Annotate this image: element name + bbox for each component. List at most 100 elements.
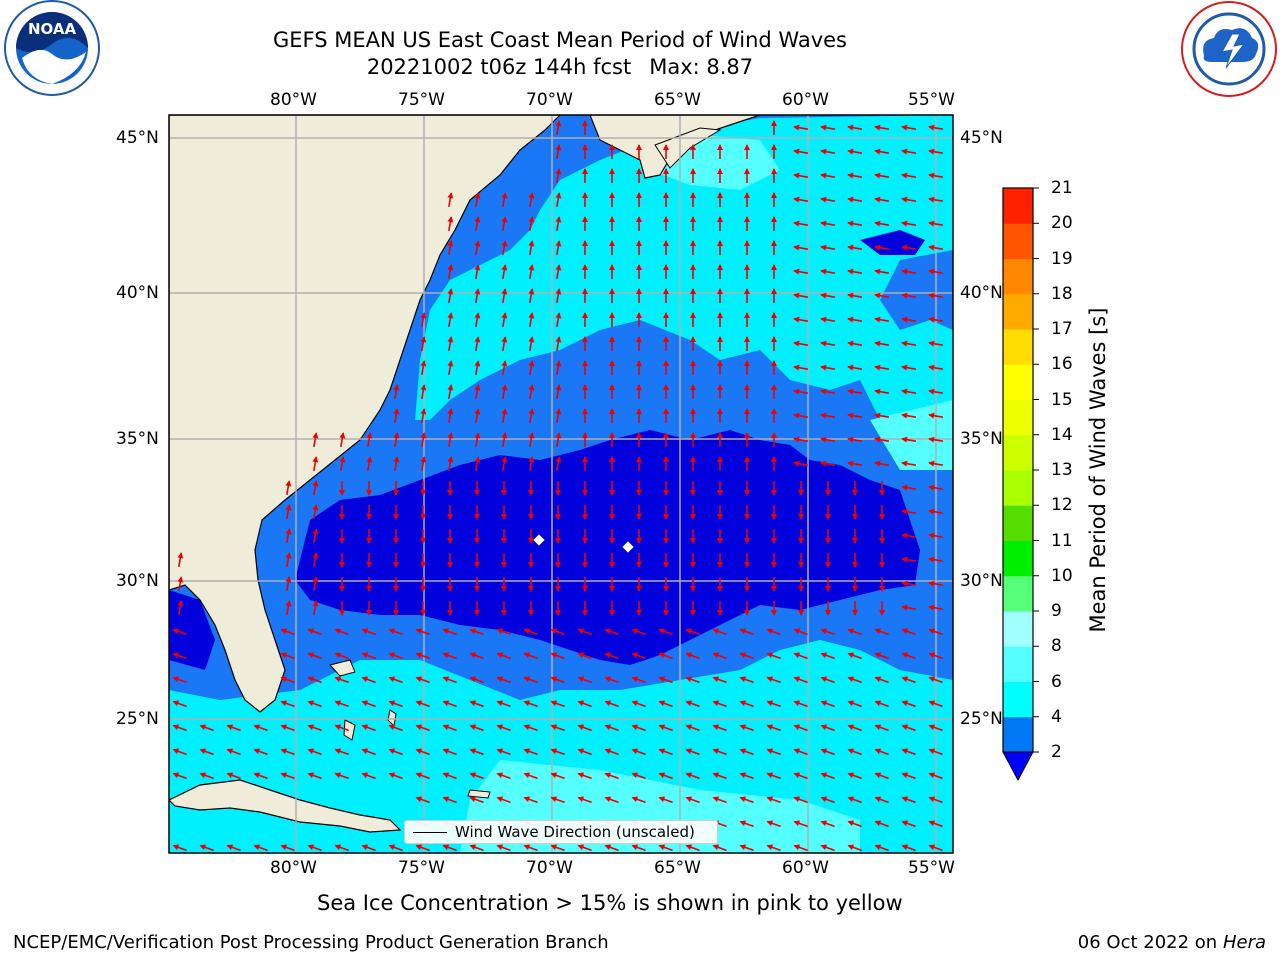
wind-wave-arrow (793, 292, 809, 299)
wind-wave-arrow (793, 772, 808, 780)
wind-wave-arrow (501, 240, 508, 256)
wind-wave-arrow (631, 844, 646, 852)
noaa-logo-icon: NOAA (4, 0, 100, 96)
wind-wave-arrow (285, 576, 292, 592)
wind-wave-arrow (820, 292, 836, 299)
wind-wave-arrow (901, 748, 916, 756)
wind-wave-arrow (393, 408, 400, 424)
wind-wave-arrow (739, 820, 754, 828)
wind-wave-arrow (550, 724, 565, 732)
wind-wave-arrow (555, 264, 562, 280)
wind-wave-arrow (739, 772, 754, 780)
wind-wave-arrow (847, 628, 862, 636)
wind-wave-arrow (442, 748, 457, 756)
wind-wave-arrow (928, 148, 944, 155)
wind-wave-arrow (739, 628, 754, 636)
colorbar-segment (1003, 223, 1033, 259)
wind-wave-arrow (312, 528, 319, 544)
wind-wave-arrow (928, 532, 944, 539)
wind-wave-arrow (847, 364, 863, 371)
wind-wave-arrow (474, 432, 481, 448)
wind-wave-arrow (874, 388, 890, 395)
wind-wave-arrow (685, 772, 700, 780)
wind-wave-arrow (928, 484, 944, 491)
wind-wave-arrow (253, 844, 268, 852)
wind-wave-arrow (847, 340, 863, 347)
wind-wave-arrow (528, 336, 535, 352)
wind-wave-arrow (280, 652, 295, 660)
wind-wave-arrow (928, 796, 943, 804)
wind-wave-arrow (928, 460, 944, 467)
wind-wave-arrow (528, 408, 535, 424)
wind-wave-arrow (901, 676, 916, 684)
wind-wave-arrow (874, 364, 890, 371)
wind-wave-arrow (793, 124, 809, 131)
wind-wave-arrow (469, 628, 484, 636)
wind-wave-arrow (496, 652, 511, 660)
wind-wave-arrow (285, 480, 292, 496)
wind-wave-arrow (874, 844, 889, 852)
wind-wave-arrow (901, 772, 916, 780)
wind-wave-arrow (550, 796, 565, 804)
wind-wave-arrow (901, 484, 917, 491)
wind-wave-arrow (874, 340, 890, 347)
wind-wave-arrow (312, 456, 319, 472)
wind-wave-arrow (415, 772, 430, 780)
wind-wave-arrow (442, 724, 457, 732)
wind-wave-arrow (928, 820, 943, 828)
wind-wave-arrow (928, 604, 944, 611)
colorbar-under-arrow (1002, 751, 1034, 782)
wind-wave-arrow (447, 240, 454, 256)
wind-wave-arrow (901, 340, 917, 347)
wind-wave-arrow (928, 124, 944, 131)
wind-wave-arrow (172, 748, 187, 756)
wind-wave-arrow (523, 844, 538, 852)
wind-wave-arrow (388, 772, 403, 780)
wind-wave-arrow (847, 724, 862, 732)
wind-wave-arrow (361, 844, 376, 852)
wind-wave-arrow (447, 408, 454, 424)
wind-wave-arrow (604, 796, 619, 804)
wind-wave-arrow (739, 796, 754, 804)
footer-machine: Hera (1222, 932, 1266, 953)
wind-wave-arrow (172, 844, 187, 852)
wind-wave-arrow (712, 628, 727, 636)
wind-wave-arrow (442, 772, 457, 780)
wind-wave-arrow (307, 652, 322, 660)
wind-wave-arrow (172, 724, 187, 732)
wind-wave-arrow (550, 772, 565, 780)
wind-wave-arrow (474, 456, 481, 472)
wind-wave-arrow (420, 336, 427, 352)
map-frame (168, 114, 954, 854)
wind-wave-arrow (528, 456, 535, 472)
wind-wave-arrow (447, 336, 454, 352)
wind-wave-arrow (312, 576, 319, 592)
wind-wave-arrows (172, 120, 944, 852)
wind-wave-arrow (280, 724, 295, 732)
lon-label-top: 70°W (526, 90, 573, 110)
wind-wave-arrow (604, 676, 619, 684)
wind-wave-arrow (604, 748, 619, 756)
wind-wave-arrow (874, 748, 889, 756)
wind-wave-arrow (253, 724, 268, 732)
wind-wave-arrow (523, 628, 538, 636)
wind-wave-arrow (793, 244, 809, 251)
wind-wave-arrow (847, 676, 862, 684)
wind-wave-arrow (901, 244, 917, 251)
wind-wave-arrow (339, 456, 346, 472)
wind-wave-arrow (685, 628, 700, 636)
wind-wave-arrow (901, 268, 917, 275)
colorbar-segment (1003, 399, 1033, 436)
wind-wave-arrow (631, 628, 646, 636)
wind-wave-arrow (555, 192, 562, 208)
wind-wave-arrow (172, 628, 187, 636)
wind-wave-arrow (739, 700, 754, 708)
wind-wave-arrow (415, 628, 430, 636)
wind-wave-arrow (442, 652, 457, 660)
wind-wave-arrow (685, 796, 700, 804)
wind-wave-arrow (874, 772, 889, 780)
wind-wave-arrow (361, 700, 376, 708)
wind-wave-arrow (712, 676, 727, 684)
wind-wave-arrow (469, 772, 484, 780)
wind-wave-arrow (901, 604, 917, 611)
